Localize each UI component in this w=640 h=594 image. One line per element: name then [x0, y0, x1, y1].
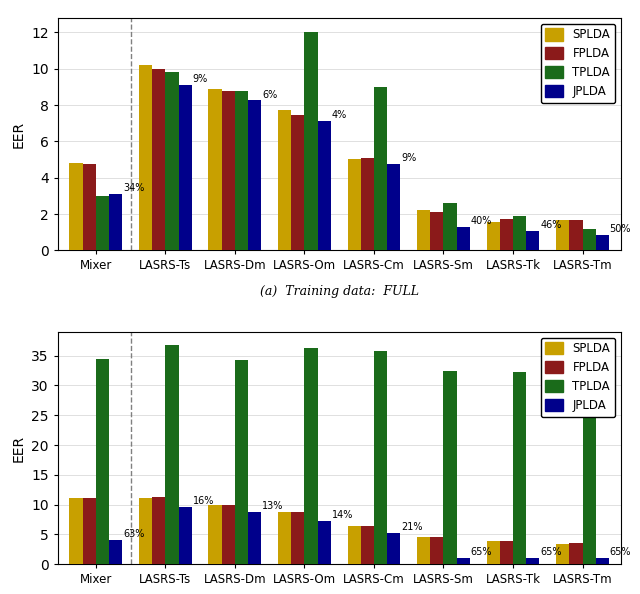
Bar [582, 229, 596, 250]
Text: 63%: 63% [123, 529, 144, 539]
Bar [361, 526, 374, 564]
Bar [387, 164, 401, 250]
Bar [179, 507, 192, 564]
Bar [152, 497, 165, 564]
Bar [248, 513, 261, 564]
Text: 4%: 4% [332, 110, 347, 121]
Text: 46%: 46% [540, 220, 561, 230]
Bar [278, 513, 291, 564]
Bar [221, 91, 235, 250]
Text: 65%: 65% [610, 547, 631, 557]
Bar [83, 164, 96, 250]
Text: 13%: 13% [262, 501, 284, 511]
Bar [556, 220, 570, 250]
Bar [374, 87, 387, 250]
Bar [430, 537, 444, 564]
Bar [317, 121, 331, 250]
Text: 6%: 6% [262, 90, 277, 100]
Bar [361, 158, 374, 250]
Bar [165, 345, 179, 564]
Text: 65%: 65% [540, 547, 562, 557]
Bar [513, 216, 526, 250]
Bar [457, 227, 470, 250]
Legend: SPLDA, FPLDA, TPLDA, JPLDA: SPLDA, FPLDA, TPLDA, JPLDA [541, 24, 615, 103]
Bar [486, 222, 500, 250]
Bar [500, 541, 513, 564]
Text: (a)  Training data:  FULL: (a) Training data: FULL [260, 285, 419, 298]
Bar [209, 505, 221, 564]
Bar [444, 371, 457, 564]
Bar [526, 558, 540, 564]
Bar [582, 372, 596, 564]
Bar [209, 89, 221, 250]
Bar [570, 544, 582, 564]
Bar [500, 219, 513, 250]
Text: 40%: 40% [470, 216, 492, 226]
Bar [444, 203, 457, 250]
Bar [109, 194, 122, 250]
Bar [96, 359, 109, 564]
Text: 9%: 9% [401, 153, 416, 163]
Bar [417, 210, 430, 250]
Bar [317, 522, 331, 564]
Bar [291, 513, 305, 564]
Bar [513, 372, 526, 564]
Text: 50%: 50% [610, 224, 631, 234]
Y-axis label: EER: EER [12, 434, 26, 462]
Bar [305, 348, 317, 564]
Bar [417, 537, 430, 564]
Bar [291, 115, 305, 250]
Bar [235, 360, 248, 564]
Bar [374, 351, 387, 564]
Bar [69, 163, 83, 250]
Bar [526, 231, 540, 250]
Bar [556, 544, 570, 564]
Bar [348, 159, 361, 250]
Bar [430, 212, 444, 250]
Legend: SPLDA, FPLDA, TPLDA, JPLDA: SPLDA, FPLDA, TPLDA, JPLDA [541, 337, 615, 417]
Bar [305, 32, 317, 250]
Bar [278, 110, 291, 250]
Bar [457, 558, 470, 564]
Text: 21%: 21% [401, 522, 422, 532]
Bar [486, 541, 500, 564]
Bar [109, 540, 122, 564]
Bar [221, 505, 235, 564]
Bar [139, 65, 152, 250]
Text: 14%: 14% [332, 510, 353, 520]
Y-axis label: EER: EER [12, 121, 26, 148]
Bar [69, 498, 83, 564]
Bar [387, 533, 401, 564]
Bar [596, 235, 609, 250]
Bar [348, 526, 361, 564]
Text: 65%: 65% [470, 547, 492, 557]
Bar [165, 72, 179, 250]
Text: 16%: 16% [193, 496, 214, 506]
Bar [152, 69, 165, 250]
Bar [248, 100, 261, 250]
Bar [235, 91, 248, 250]
Text: 9%: 9% [193, 74, 208, 84]
Bar [570, 220, 582, 250]
Bar [139, 498, 152, 564]
Text: 34%: 34% [123, 183, 144, 193]
Bar [596, 558, 609, 564]
Bar [83, 498, 96, 564]
Bar [96, 196, 109, 250]
Bar [179, 85, 192, 250]
